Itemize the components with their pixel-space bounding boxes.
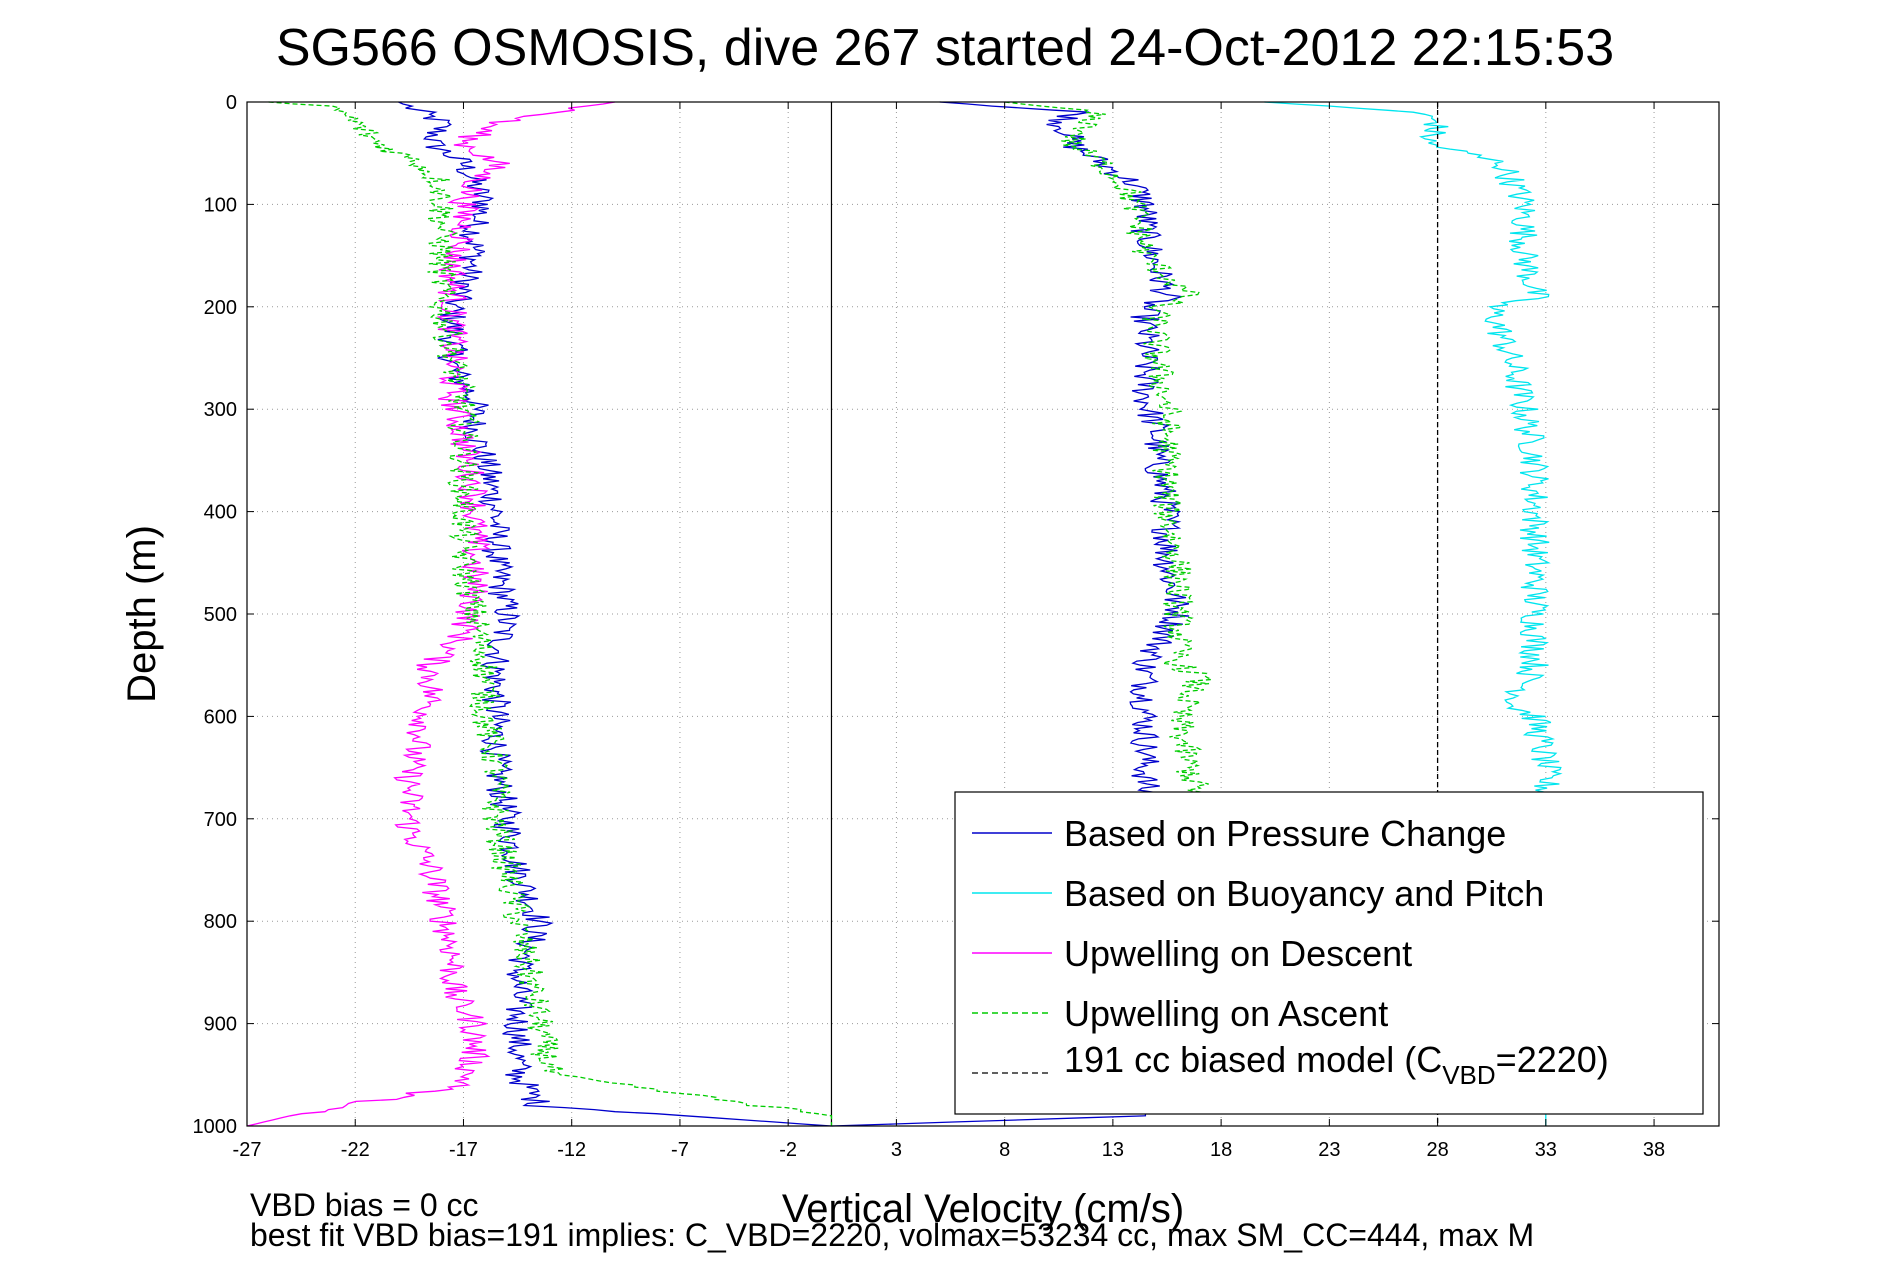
- x-tick-label: 13: [1102, 1139, 1124, 1161]
- x-tick-label: 23: [1318, 1139, 1340, 1161]
- y-tick-label: 800: [204, 911, 237, 933]
- y-tick-label: 600: [204, 706, 237, 728]
- y-tick-label: 0: [226, 92, 237, 114]
- y-tick-label: 900: [204, 1014, 237, 1036]
- legend: Based on Pressure Change Based on Buoyan…: [954, 791, 1704, 1115]
- x-tick-label: 38: [1643, 1139, 1665, 1161]
- x-ticks: -27 -22 -17 -12 -7 -2 3 8 13 18 23 28 33 38: [233, 102, 1665, 1161]
- legend-label-pressure: Based on Pressure Change: [1064, 813, 1506, 854]
- x-tick-label: 8: [999, 1139, 1010, 1161]
- series-3: [268, 101, 1215, 1126]
- series-line: [268, 101, 833, 1126]
- y-tick-label: 200: [204, 297, 237, 319]
- legend-label-ascent: Upwelling on Ascent: [1064, 993, 1388, 1034]
- legend-label-buoyancy: Based on Buoyancy and Pitch: [1064, 873, 1544, 914]
- y-tick-label: 100: [204, 194, 237, 216]
- x-tick-label: -2: [779, 1139, 797, 1161]
- x-tick-label: -12: [557, 1139, 586, 1161]
- legend-label-model: 191 cc biased model (CVBD=2220): [1064, 1039, 1609, 1090]
- y-tick-label: 500: [204, 604, 237, 626]
- x-tick-label: -7: [671, 1139, 689, 1161]
- x-tick-label: -22: [341, 1139, 370, 1161]
- x-tick-label: -27: [233, 1139, 262, 1161]
- chart-title: SG566 OSMOSIS, dive 267 started 24-Oct-2…: [276, 19, 1614, 77]
- series-line: [1004, 101, 1215, 819]
- series-line: [398, 101, 832, 1127]
- y-axis-label: Depth (m): [120, 525, 164, 703]
- x-tick-label: 28: [1426, 1139, 1448, 1161]
- y-ticks: 0 100 200 300 400 500 600 700 800 900 1000: [193, 92, 1719, 1138]
- y-tick-label: 400: [204, 502, 237, 524]
- footer-best-fit: best fit VBD bias=191 implies: C_VBD=222…: [250, 1217, 1534, 1253]
- x-tick-label: 33: [1535, 1139, 1557, 1161]
- y-tick-label: 1000: [193, 1116, 238, 1138]
- x-axis-label: Vertical Velocity (cm/s): [782, 1187, 1184, 1231]
- x-tick-label: 18: [1210, 1139, 1232, 1161]
- legend-label-descent: Upwelling on Descent: [1064, 933, 1412, 974]
- x-tick-label: -17: [449, 1139, 478, 1161]
- footer-vbd-bias: VBD bias = 0 cc: [250, 1187, 479, 1223]
- x-tick-label: 3: [891, 1139, 902, 1161]
- y-tick-label: 300: [204, 399, 237, 421]
- legend-box: [954, 791, 1704, 1115]
- y-tick-label: 700: [204, 809, 237, 831]
